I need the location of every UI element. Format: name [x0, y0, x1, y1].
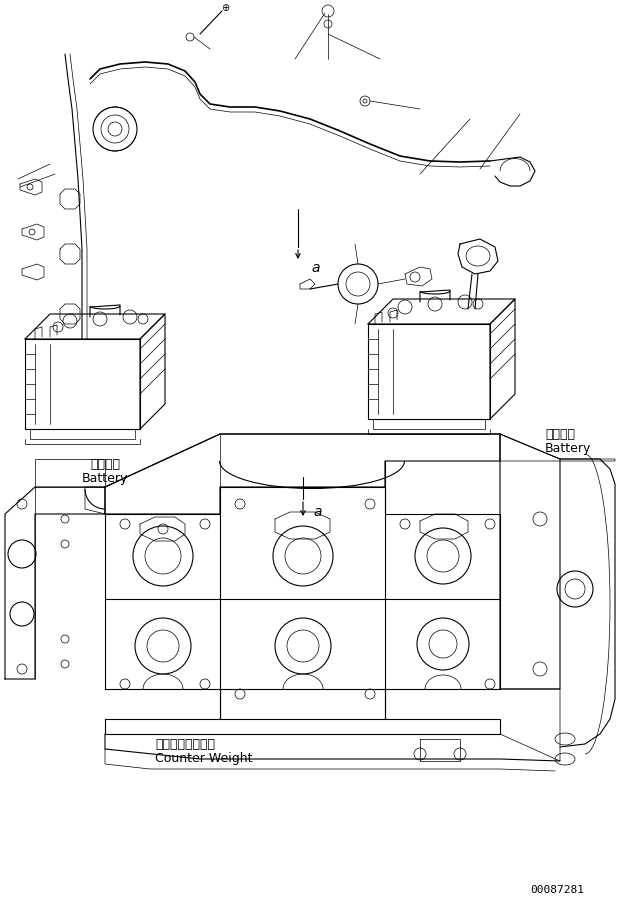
Text: Battery: Battery: [545, 442, 591, 455]
Text: 00087281: 00087281: [530, 884, 584, 894]
Text: ⊕: ⊕: [221, 3, 229, 13]
Text: バッテリ: バッテリ: [545, 428, 575, 441]
Text: Battery: Battery: [82, 472, 128, 485]
Text: バッテリ: バッテリ: [90, 458, 120, 471]
Text: a: a: [312, 261, 320, 275]
Text: Counter Weight: Counter Weight: [155, 751, 252, 765]
Text: a: a: [314, 504, 322, 519]
Text: カウンタウェイト: カウンタウェイト: [155, 738, 215, 750]
